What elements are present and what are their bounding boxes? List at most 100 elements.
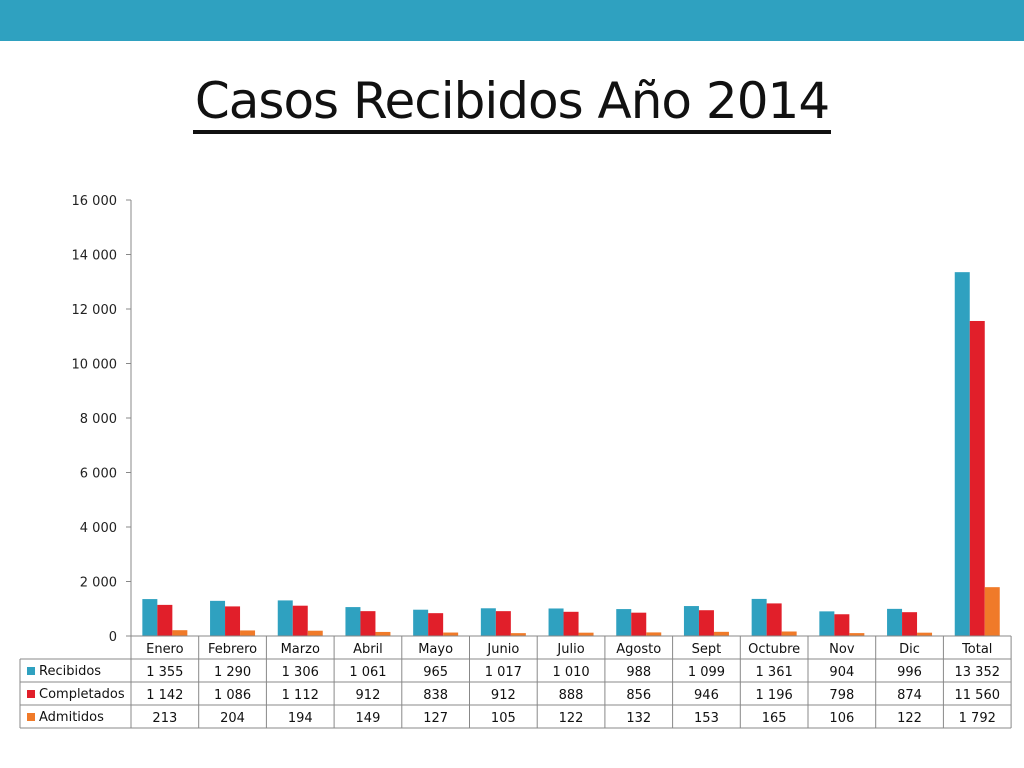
y-axis: 0 2 000 4 000 6 000 8 000 10 000 12 000 14 000 1… (72, 194, 132, 645)
y-tick-label: 16 000 (72, 194, 118, 209)
data-label: 1 306 (282, 665, 319, 680)
bar-recibidos-octubre (751, 598, 767, 636)
bar-recibidos-nov (819, 611, 835, 636)
bar-admitidos-junio (510, 633, 526, 636)
data-label: 165 (762, 711, 787, 726)
data-label: 122 (559, 711, 584, 726)
category-label: Mayo (418, 642, 453, 657)
data-label: 204 (220, 711, 245, 726)
bar-recibidos-dic (887, 608, 903, 636)
data-label: 1 061 (349, 665, 386, 680)
bar-completados-nov (834, 614, 850, 636)
data-label: 798 (829, 688, 854, 703)
y-tick-label: 2 000 (80, 576, 117, 591)
category-label: Dic (899, 642, 920, 657)
bar-completados-mayo (428, 613, 444, 636)
data-label: 1 792 (959, 711, 996, 726)
bars (142, 272, 1000, 636)
bar-completados-octubre (766, 603, 782, 636)
data-label: 1 290 (214, 665, 251, 680)
bar-recibidos-mayo (413, 609, 429, 636)
legend-label-recibidos: Recibidos (39, 664, 101, 679)
data-label: 194 (288, 711, 313, 726)
bar-admitidos-julio (578, 632, 594, 636)
data-label: 912 (356, 688, 381, 703)
category-label: Abril (353, 642, 383, 657)
bar-completados-junio (495, 611, 511, 636)
category-label: Julio (556, 642, 584, 657)
bar-admitidos-total (984, 587, 1000, 636)
data-label: 874 (897, 688, 922, 703)
data-label: 106 (829, 711, 854, 726)
y-tick-label: 14 000 (72, 249, 118, 264)
data-label: 13 352 (955, 665, 1001, 680)
top-banner (0, 0, 1024, 41)
category-label: Agosto (616, 642, 661, 657)
y-tick-label: 10 000 (72, 358, 118, 373)
page-title-text: Casos Recibidos Año 2014 (192, 72, 832, 134)
category-label: Octubre (748, 642, 800, 657)
bar-recibidos-agosto (616, 609, 632, 636)
data-table: Enero Febrero Marzo Abril Mayo Junio Julio Agos… (19, 635, 1012, 729)
data-label: 1 010 (552, 665, 589, 680)
category-label: Febrero (208, 642, 257, 657)
data-label: 1 355 (146, 665, 183, 680)
data-label: 946 (694, 688, 719, 703)
y-tick-label: 6 000 (80, 467, 117, 482)
bar-admitidos-febrero (240, 630, 256, 636)
data-label: 153 (694, 711, 719, 726)
bar-recibidos-junio (480, 608, 496, 636)
legend-swatch-recibidos (27, 667, 35, 675)
data-label: 1 196 (756, 688, 793, 703)
data-label: 904 (829, 665, 854, 680)
bar-recibidos-julio (548, 608, 564, 636)
data-label: 1 099 (688, 665, 725, 680)
category-label: Enero (146, 642, 184, 657)
legend-label-completados: Completados (39, 687, 125, 702)
bar-admitidos-agosto (646, 632, 662, 636)
bar-recibidos-sept (683, 606, 699, 636)
data-label: 1 112 (282, 688, 319, 703)
bar-completados-sept (698, 610, 714, 636)
category-label: Nov (829, 642, 855, 657)
bar-admitidos-enero (172, 630, 188, 636)
bar-completados-agosto (631, 612, 647, 636)
category-label: Marzo (281, 642, 320, 657)
data-label: 856 (626, 688, 651, 703)
y-tick-label: 8 000 (80, 412, 117, 427)
bar-admitidos-octubre (781, 631, 797, 636)
data-label: 912 (491, 688, 516, 703)
page-title: Casos Recibidos Año 2014 (0, 70, 1024, 134)
category-label: Junio (486, 642, 519, 657)
data-label: 11 560 (955, 688, 1001, 703)
data-label: 127 (423, 711, 448, 726)
bar-recibidos-total (954, 272, 970, 636)
bar-admitidos-mayo (443, 632, 459, 636)
y-tick-label: 12 000 (72, 303, 118, 318)
bar-completados-total (969, 320, 985, 636)
bar-admitidos-marzo (307, 630, 323, 636)
bar-completados-dic (902, 612, 918, 636)
data-label: 213 (152, 711, 177, 726)
data-label: 838 (423, 688, 448, 703)
bar-admitidos-dic (917, 632, 933, 636)
bar-recibidos-febrero (210, 600, 226, 636)
bar-completados-febrero (225, 606, 241, 636)
data-label: 965 (423, 665, 448, 680)
data-label: 105 (491, 711, 516, 726)
data-label: 1 086 (214, 688, 251, 703)
legend-label-admitidos: Admitidos (39, 710, 104, 725)
data-label: 996 (897, 665, 922, 680)
bar-admitidos-sept (713, 631, 729, 636)
category-label: Sept (692, 642, 722, 657)
y-tick-label: 4 000 (80, 521, 117, 536)
legend-swatch-admitidos (27, 713, 35, 721)
data-label: 149 (356, 711, 381, 726)
data-label: 1 361 (756, 665, 793, 680)
bar-recibidos-enero (142, 599, 158, 636)
bar-recibidos-abril (345, 607, 361, 636)
bar-recibidos-marzo (277, 600, 293, 636)
bar-admitidos-abril (375, 631, 391, 636)
data-label: 132 (626, 711, 651, 726)
